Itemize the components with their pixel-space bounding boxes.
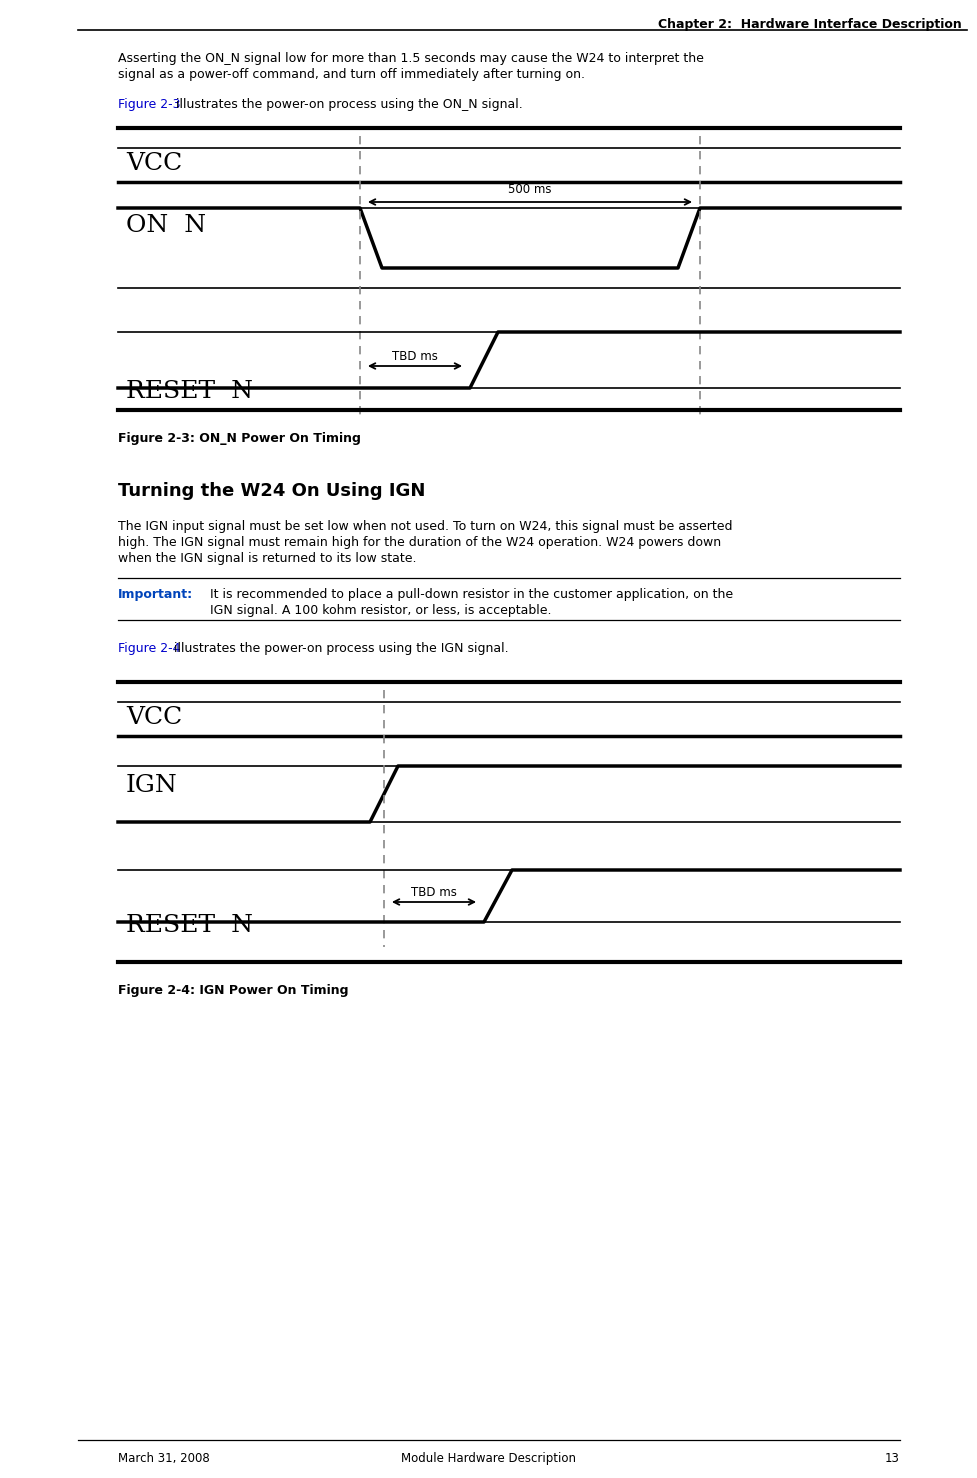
Text: Asserting the ON_N signal low for more than 1.5 seconds may cause the W24 to int: Asserting the ON_N signal low for more t… [118, 52, 703, 65]
Text: RESET  N: RESET N [126, 913, 253, 937]
Text: IGN: IGN [126, 774, 178, 797]
Text: ON  N: ON N [126, 214, 206, 236]
Text: TBD ms: TBD ms [392, 350, 438, 364]
Text: Figure 2-3: Figure 2-3 [118, 98, 181, 111]
Text: March 31, 2008: March 31, 2008 [118, 1451, 210, 1465]
Text: high. The IGN signal must remain high for the duration of the W24 operation. W24: high. The IGN signal must remain high fo… [118, 537, 721, 548]
Text: Important:: Important: [118, 588, 193, 602]
Text: VCC: VCC [126, 706, 183, 729]
Text: 13: 13 [885, 1451, 900, 1465]
Text: Figure 2-4: IGN Power On Timing: Figure 2-4: IGN Power On Timing [118, 984, 349, 998]
Text: TBD ms: TBD ms [411, 885, 457, 899]
Text: illustrates the power-on process using the IGN signal.: illustrates the power-on process using t… [170, 641, 509, 655]
Text: Figure 2-4: Figure 2-4 [118, 641, 181, 655]
Text: VCC: VCC [126, 152, 183, 174]
Text: 500 ms: 500 ms [508, 183, 552, 197]
Text: illustrates the power-on process using the ON_N signal.: illustrates the power-on process using t… [172, 98, 523, 111]
Text: signal as a power-off command, and turn off immediately after turning on.: signal as a power-off command, and turn … [118, 68, 585, 81]
Text: when the IGN signal is returned to its low state.: when the IGN signal is returned to its l… [118, 551, 416, 565]
Text: The IGN input signal must be set low when not used. To turn on W24, this signal : The IGN input signal must be set low whe… [118, 520, 733, 534]
Text: Figure 2-3: ON_N Power On Timing: Figure 2-3: ON_N Power On Timing [118, 432, 361, 445]
Text: It is recommended to place a pull-down resistor in the customer application, on : It is recommended to place a pull-down r… [210, 588, 733, 602]
Text: IGN signal. A 100 kohm resistor, or less, is acceptable.: IGN signal. A 100 kohm resistor, or less… [210, 605, 551, 616]
Text: Chapter 2:  Hardware Interface Description: Chapter 2: Hardware Interface Descriptio… [658, 18, 962, 31]
Text: Turning the W24 On Using IGN: Turning the W24 On Using IGN [118, 482, 425, 500]
Text: RESET  N: RESET N [126, 380, 253, 403]
Text: Module Hardware Description: Module Hardware Description [401, 1451, 576, 1465]
